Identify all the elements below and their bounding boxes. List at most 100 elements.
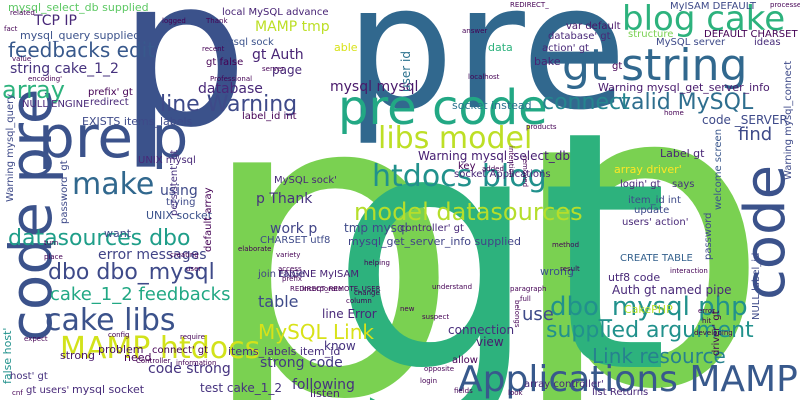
cloud-word: Link resource: [592, 344, 726, 368]
cloud-word: array driver': [614, 163, 682, 176]
cloud-word: line Error: [322, 307, 377, 321]
cloud-word: string cake_1_2: [10, 61, 119, 77]
cloud-word: problem: [98, 343, 144, 356]
cloud-word: error messages: [98, 247, 207, 263]
cloud-word: says: [672, 179, 695, 190]
cloud-word: answer: [462, 27, 488, 35]
cloud-word: valid MySQL: [618, 90, 754, 115]
cloud-word: change: [354, 289, 380, 297]
cloud-word: gt false: [206, 57, 244, 68]
cloud-word: Controller: [136, 357, 171, 365]
cloud-word: MAMP tmp: [255, 19, 330, 35]
cloud-word: welcome screen: [713, 128, 724, 210]
cloud-word: removed: [521, 156, 529, 188]
cloud-word: incorporate: [302, 285, 343, 293]
cloud-word: default array: [203, 187, 214, 252]
cloud-word: require: [180, 333, 205, 341]
cloud-word: UNIX socket: [146, 209, 213, 222]
cloud-word: Thank: [206, 17, 228, 25]
cloud-word: p: [195, 3, 462, 400]
cloud-word: Warning mysql_query: [5, 93, 16, 202]
cloud-word: blog cake: [622, 0, 786, 39]
cloud-word: understand: [432, 283, 473, 291]
cloud-word: Warning mysql_get_server_info: [598, 81, 770, 94]
cloud-word: turn: [44, 239, 59, 247]
cloud-word: creating: [170, 251, 199, 259]
cloud-word: view: [476, 335, 504, 349]
cloud-word: connect: [542, 90, 630, 115]
cloud-word: mysql mysql: [330, 79, 419, 95]
cloud-word: MySQL sock': [274, 175, 337, 186]
cloud-word: mysql socket: [72, 383, 145, 396]
cloud-word: item_id int: [628, 195, 681, 206]
cloud-word: table: [258, 292, 299, 311]
cloud-word: REDIRECT_: [510, 1, 549, 9]
cloud-word: elaborate: [238, 245, 272, 253]
cloud-word: belongs: [513, 300, 521, 328]
cloud-word: fact: [4, 25, 18, 33]
cloud-word: value: [12, 55, 32, 63]
cloud-word: structure: [628, 29, 674, 40]
cloud-word: local MySQL advance: [222, 7, 329, 18]
cloud-word: suspect: [422, 313, 450, 321]
cloud-word: logged: [162, 17, 186, 25]
cloud-word: information: [176, 359, 217, 367]
cloud-word: server: [262, 65, 285, 73]
cloud-word: recent: [202, 45, 225, 53]
cloud-word: array: [2, 76, 65, 104]
cloud-word: connect' gt: [152, 345, 209, 356]
cloud-word: config: [108, 331, 130, 339]
cloud-word: need: [124, 351, 152, 364]
cloud-word: login: [420, 377, 438, 385]
cloud-word: allow: [452, 355, 478, 366]
cloud-word: code _SERVER: [702, 113, 788, 127]
cloud-word: array controller': [524, 379, 604, 390]
cloud-word: column: [346, 297, 372, 305]
cloud-word: join table: [258, 269, 305, 280]
cloud-word: label_id int: [242, 111, 297, 122]
cloud-word: result: [560, 265, 580, 273]
cloud-word: following: [292, 377, 355, 393]
cloud-word: processes: [770, 1, 800, 9]
cloud-word: NULL ENGINE: [22, 99, 90, 110]
cloud-word: key: [458, 161, 476, 172]
cloud-word: trying: [166, 197, 196, 208]
cloud-word: Auth gt named pipe: [612, 283, 732, 297]
cloud-word: connection: [448, 323, 515, 337]
cloud-word: expect: [24, 335, 48, 343]
cloud-word: NULL label_id: [751, 252, 762, 320]
cloud-word: redirect: [90, 97, 129, 108]
cloud-word: pre p: [38, 103, 189, 171]
cloud-word: know: [324, 339, 356, 353]
cloud-word: libs model: [378, 121, 533, 156]
cloud-word: new: [400, 305, 415, 313]
cloud-word: REDIRECT_REMOTE_USER: [290, 285, 381, 293]
cloud-word: tmp mysql: [344, 221, 408, 235]
cloud-word: Label gt: [660, 147, 705, 160]
cloud-word: home: [664, 109, 684, 117]
cloud-word: method: [552, 241, 580, 249]
cloud-word: dbo dbo_mysql: [48, 260, 215, 285]
cloud-word: mysql sock: [218, 37, 274, 48]
cloud-word: CakePHP: [624, 303, 673, 316]
cloud-word: TCP IP: [34, 13, 77, 29]
cloud-word: gt users': [26, 385, 70, 396]
cloud-word: database: [198, 81, 263, 97]
cloud-word: work p: [270, 221, 318, 237]
cloud-word: code: [733, 164, 798, 300]
cloud-word: fields: [454, 387, 473, 395]
cloud-word: wrong: [540, 265, 574, 278]
cloud-word: persistent' gt: [169, 149, 180, 216]
cloud-word: supplied argument: [546, 318, 754, 343]
cloud-word: using: [160, 183, 198, 199]
cloud-word: look: [508, 389, 523, 397]
cloud-word: strong code: [260, 355, 343, 371]
cloud-word: MySQL server: [656, 37, 726, 48]
cloud-word: login' gt: [620, 179, 661, 190]
cloud-word: datasources dbo: [8, 226, 191, 251]
cloud-word: MySQL Link: [258, 320, 374, 344]
cloud-word: use: [522, 304, 554, 325]
cloud-word: users' action': [622, 217, 689, 228]
cloud-word: able: [334, 41, 358, 54]
cloud-word: opposite: [424, 365, 455, 373]
